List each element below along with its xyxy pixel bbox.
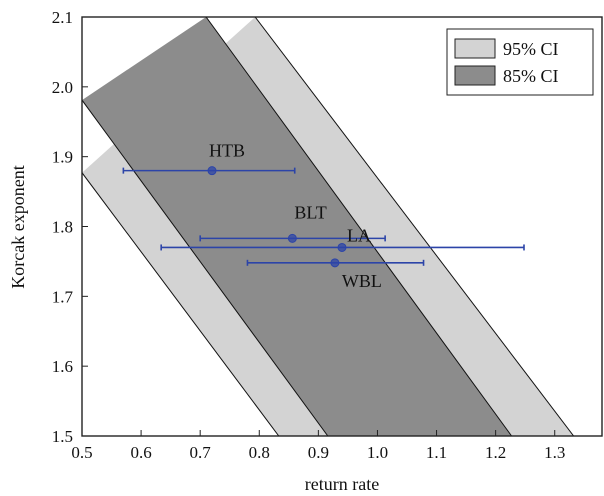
data-points: HTB BLT LA WBL <box>122 141 525 291</box>
band-boundary-line <box>205 17 512 436</box>
data-point-wbl: WBL <box>246 258 425 291</box>
point-label: LA <box>347 225 371 245</box>
x-axis: 0.5 0.6 0.7 0.8 0.9 1.0 1.1 1.2 1.3 <box>71 430 565 462</box>
x-tick-label: 0.6 <box>130 443 151 462</box>
data-point-blt: BLT <box>199 202 386 243</box>
x-axis-title: return rate <box>305 474 379 494</box>
band-85-ci <box>82 17 512 436</box>
legend-label: 95% CI <box>503 39 559 59</box>
y-tick-label: 1.8 <box>52 218 73 237</box>
data-point-la: LA <box>160 225 525 252</box>
y-axis-title: Korcak exponent <box>8 165 28 288</box>
y-tick-label: 1.9 <box>52 148 73 167</box>
y-tick-label: 1.5 <box>52 427 73 446</box>
legend-swatch <box>454 65 496 86</box>
band-boundary-line <box>254 17 575 436</box>
x-tick-label: 1.1 <box>426 443 447 462</box>
point-marker <box>287 233 297 243</box>
band-boundary-line <box>82 99 329 436</box>
y-tick-label: 1.6 <box>52 357 73 376</box>
point-label: BLT <box>294 202 326 222</box>
data-point-htb: HTB <box>122 141 296 176</box>
legend-swatch <box>454 38 496 59</box>
x-tick-label: 1.0 <box>367 443 388 462</box>
point-label: HTB <box>209 141 245 161</box>
y-tick-label: 2.0 <box>52 78 73 97</box>
band-boundary-line <box>82 172 280 436</box>
point-marker <box>337 242 347 252</box>
x-tick-label: 0.8 <box>249 443 270 462</box>
band-boundaries <box>82 17 575 436</box>
y-tick-label: 1.7 <box>52 287 74 306</box>
x-tick-label: 0.7 <box>190 443 212 462</box>
legend: 95% CI 85% CI <box>446 28 594 96</box>
point-marker <box>330 258 340 268</box>
confidence-bands <box>82 17 574 436</box>
point-label: WBL <box>342 271 382 291</box>
point-marker <box>207 166 217 176</box>
x-tick-label: 0.5 <box>71 443 92 462</box>
y-tick-label: 2.1 <box>52 8 73 27</box>
x-tick-label: 0.9 <box>308 443 329 462</box>
x-tick-label: 1.3 <box>544 443 565 462</box>
legend-label: 85% CI <box>503 66 559 86</box>
x-tick-label: 1.2 <box>485 443 506 462</box>
y-axis: 1.5 1.6 1.7 1.8 1.9 2.0 2.1 <box>52 8 88 446</box>
